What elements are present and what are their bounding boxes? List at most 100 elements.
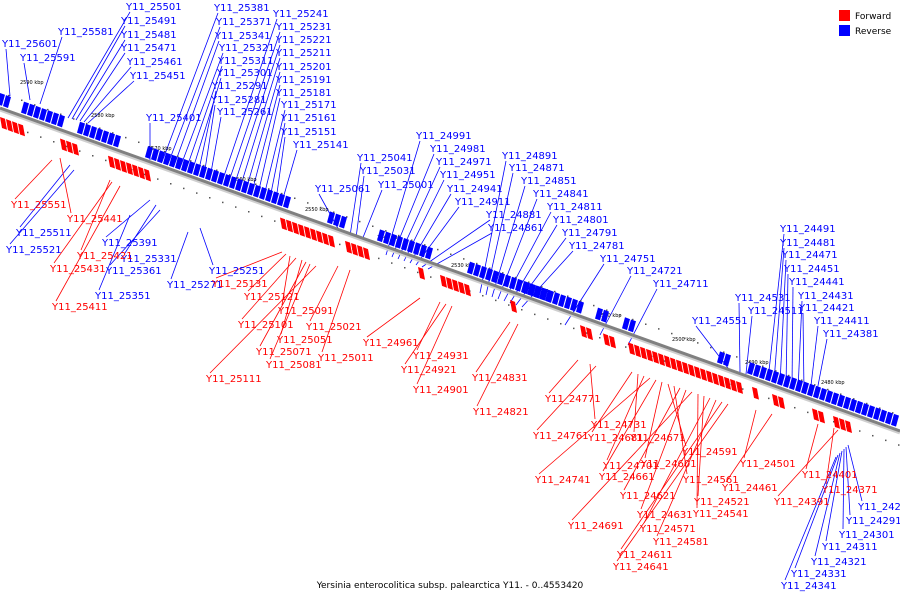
scale-dot <box>827 388 829 391</box>
scale-dot <box>229 174 231 176</box>
scale-dot <box>73 118 75 120</box>
gene-label: Y11_24801 <box>552 215 609 226</box>
reverse-gene <box>241 180 249 194</box>
gene-label: Y11_24471 <box>781 250 838 261</box>
reverse-gene <box>855 400 863 414</box>
label-leader-line <box>696 393 699 509</box>
forward-gene <box>72 142 79 156</box>
scale-dot <box>645 323 647 325</box>
gene-label: Y11_25131 <box>211 279 268 290</box>
reverse-gene <box>789 377 797 391</box>
gene-label: Y11_24481 <box>779 238 836 249</box>
scale-dot <box>801 379 803 381</box>
label-leader-line <box>416 305 453 385</box>
gene-label: Y11_24941 <box>446 184 503 195</box>
reverse-gene <box>753 364 761 378</box>
forward-gene <box>316 230 323 244</box>
scale-dot <box>112 132 114 134</box>
forward-gene <box>357 245 364 258</box>
gene-label: Y11_25451 <box>129 71 186 82</box>
label-leader-line <box>251 84 281 193</box>
gene-label: Y11_24881 <box>485 210 542 221</box>
reverse-gene <box>407 240 415 253</box>
gene-label: Y11_24781 <box>568 241 625 252</box>
scale-dot <box>274 220 276 222</box>
forward-gene <box>676 359 683 373</box>
gene-label: Y11_25321 <box>218 43 275 54</box>
backbone-line <box>0 106 900 433</box>
label-leader-line <box>427 232 493 270</box>
gene-label: Y11_24771 <box>544 394 601 405</box>
label-leader-line <box>124 204 157 254</box>
gene-label: Y11_25481 <box>120 30 177 41</box>
scale-dot <box>346 216 348 218</box>
reverse-gene <box>51 112 59 126</box>
gene-label: Y11_24601 <box>640 459 697 470</box>
gene-label: Y11_25201 <box>275 62 332 73</box>
label-leader-line <box>349 162 362 237</box>
reverse-gene <box>873 407 881 421</box>
gene-label: Y11_24661 <box>598 472 655 483</box>
reverse-gene <box>45 110 53 124</box>
reverse-gene <box>831 392 839 406</box>
reverse-gene <box>891 413 899 427</box>
label-leader-line <box>247 253 287 292</box>
reverse-gene <box>327 211 335 225</box>
gene-label: Y11_25221 <box>275 35 332 46</box>
label-leader-line <box>815 338 828 397</box>
gene-label: Y11_24831 <box>471 373 528 384</box>
forward-gene <box>652 350 659 364</box>
label-leader-line <box>233 44 281 187</box>
reverse-gene <box>383 231 391 245</box>
gene-label: Y11_25261 <box>216 107 273 118</box>
gene-label: Y11_24911 <box>454 197 511 208</box>
scale-dot <box>502 272 504 274</box>
reverse-gene <box>473 263 481 277</box>
scale-dot <box>417 271 419 274</box>
gene-label: Y11_24691 <box>567 521 624 532</box>
label-leader-line <box>491 185 526 298</box>
label-leader-line <box>667 383 687 447</box>
scale-dot <box>788 374 790 377</box>
scale-dot <box>671 332 673 335</box>
gene-label: Y11_24721 <box>626 266 683 277</box>
scale-dot <box>190 160 192 162</box>
label-leader-line <box>738 302 741 373</box>
gene-label: Y11_24951 <box>439 170 496 181</box>
scale-tick-label: 2510 kbp <box>598 313 622 319</box>
scale-dot <box>853 398 855 400</box>
reverse-gene <box>723 353 731 367</box>
forward-gene <box>736 381 743 394</box>
label-leader-line <box>623 387 681 491</box>
reverse-gene <box>491 270 499 284</box>
label-leader-line <box>743 409 757 459</box>
label-leader-line <box>79 52 126 122</box>
reverse-gene <box>21 101 29 115</box>
reverse-gene <box>235 178 243 192</box>
label-leader-line <box>98 214 131 291</box>
forward-gene <box>586 327 593 341</box>
label-leader-line <box>538 377 651 475</box>
forward-gene <box>452 279 459 293</box>
scale-dot <box>157 178 159 180</box>
gene-label: Y11_25251 <box>208 266 265 277</box>
scale-dot <box>437 248 439 251</box>
gene-label: Y11_24591 <box>681 447 738 458</box>
gene-label: Y11_24821 <box>472 407 529 418</box>
gene-label: Y11_25231 <box>275 22 332 33</box>
scale-dot <box>528 281 530 283</box>
label-leader-line <box>105 199 151 238</box>
label-leader-line <box>203 104 216 177</box>
scale-dot <box>307 202 309 204</box>
reverse-gene <box>339 215 347 229</box>
gene-label: Y11_24901 <box>412 385 469 396</box>
scale-dot <box>762 365 764 367</box>
reverse-gene <box>522 281 530 295</box>
reverse-gene <box>389 233 397 247</box>
scale-dot <box>450 253 452 255</box>
forward-gene <box>440 274 447 288</box>
reverse-gene <box>259 187 267 200</box>
gene-label: Y11_25241 <box>272 9 329 20</box>
scale-dot <box>541 286 543 288</box>
forward-gene <box>292 221 299 235</box>
